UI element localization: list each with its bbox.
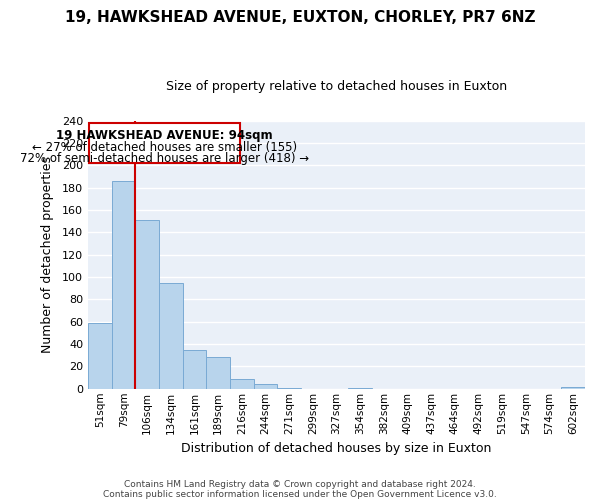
Bar [89,123,239,163]
Bar [349,388,372,389]
Bar [159,282,183,389]
Text: 19, HAWKSHEAD AVENUE, EUXTON, CHORLEY, PR7 6NZ: 19, HAWKSHEAD AVENUE, EUXTON, CHORLEY, P… [65,10,535,25]
Text: 19 HAWKSHEAD AVENUE: 94sqm: 19 HAWKSHEAD AVENUE: 94sqm [56,130,273,142]
Bar [277,388,301,389]
Bar [88,323,112,389]
Bar [562,386,585,389]
Text: 72% of semi-detached houses are larger (418) →: 72% of semi-detached houses are larger (… [20,152,309,165]
Bar [254,384,277,389]
Bar [183,350,206,389]
Bar [136,220,159,389]
X-axis label: Distribution of detached houses by size in Euxton: Distribution of detached houses by size … [181,442,492,455]
Text: ← 27% of detached houses are smaller (155): ← 27% of detached houses are smaller (15… [32,140,297,153]
Title: Size of property relative to detached houses in Euxton: Size of property relative to detached ho… [166,80,507,93]
Text: Contains public sector information licensed under the Open Government Licence v3: Contains public sector information licen… [103,490,497,499]
Bar [206,358,230,389]
Bar [230,378,254,389]
Bar [112,181,136,389]
Y-axis label: Number of detached properties: Number of detached properties [41,156,54,353]
Text: Contains HM Land Registry data © Crown copyright and database right 2024.: Contains HM Land Registry data © Crown c… [124,480,476,489]
